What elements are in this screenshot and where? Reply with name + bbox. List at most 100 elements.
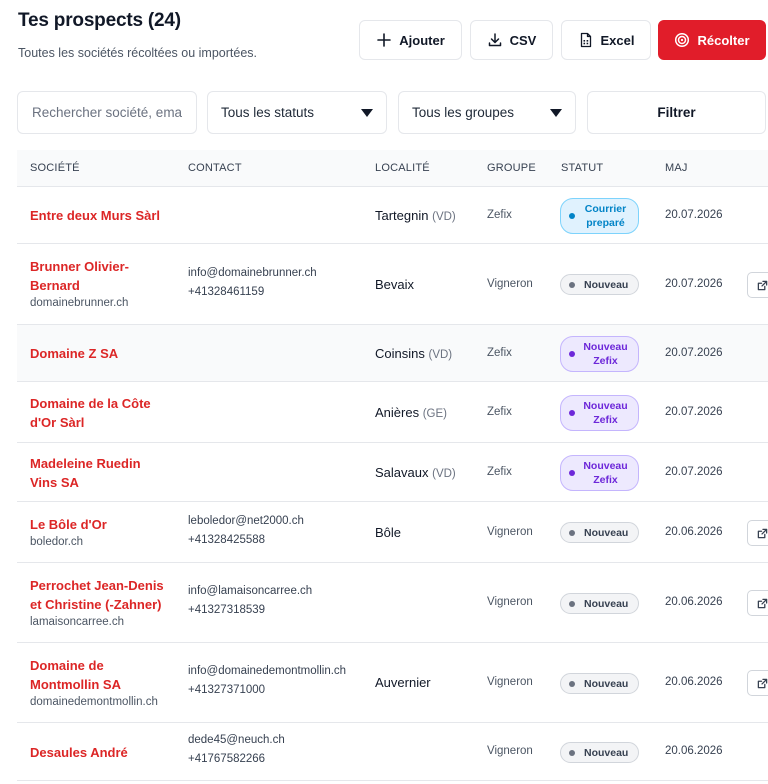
page-subtitle: Toutes les sociétés récoltées ou importé… — [18, 46, 258, 60]
company-name-link[interactable]: Madeleine Ruedin Vins SA — [30, 454, 180, 492]
open-external-button[interactable] — [747, 272, 768, 298]
company-name-line: d'Or Sàrl — [30, 415, 85, 430]
filter-button[interactable]: Filtrer — [587, 91, 766, 134]
status-select-value: Tous les statuts — [221, 105, 315, 120]
column-header-updated[interactable]: MAJ — [665, 162, 688, 174]
table-row[interactable]: Desaules André dede45@neuch.ch +4176758226… — [17, 723, 768, 781]
column-header-status[interactable]: STATUT — [561, 162, 604, 174]
column-header-locality[interactable]: LOCALITÉ — [375, 162, 430, 174]
company-name-link[interactable]: Domaine de la Côte d'Or Sàrl — [30, 394, 180, 432]
group-cell: Vigneron — [487, 745, 533, 757]
locality-cell: Anières (GE) — [375, 405, 447, 420]
status-badge: Nouveau — [560, 742, 639, 763]
group-select[interactable]: Tous les groupes — [398, 91, 576, 134]
csv-export-button[interactable]: CSV — [470, 20, 553, 60]
group-cell: Vigneron — [487, 596, 533, 608]
group-cell: Zefix — [487, 209, 512, 221]
table-row[interactable]: Brunner Olivier- Bernard domainebrunner.ch… — [17, 244, 768, 325]
harvest-button[interactable]: Récolter — [658, 20, 766, 60]
updated-date: 20.07.2026 — [665, 347, 723, 359]
group-cell: Vigneron — [487, 676, 533, 688]
status-badge: Nouveau Zefix — [560, 455, 639, 491]
company-name-line: Le Bôle d'Or — [30, 517, 107, 532]
company-name-line: Perrochet Jean-Denis — [30, 578, 164, 593]
status-label-line: Courrier — [584, 203, 627, 215]
download-icon — [488, 33, 501, 47]
company-name-line: Madeleine Ruedin — [30, 456, 141, 471]
status-label-line: Nouveau — [583, 341, 628, 353]
contact-phone: +41767582266 — [188, 753, 266, 765]
status-badge: Nouveau — [560, 593, 639, 614]
table-row[interactable]: Entre deux Murs Sàrl Tartegnin (VD) Zefix C… — [17, 187, 768, 244]
table-row[interactable]: Domaine de Montmollin SA domainedemontmoll… — [17, 643, 768, 723]
search-input[interactable] — [17, 91, 197, 134]
status-label: Nouveau — [584, 278, 629, 291]
column-header-company[interactable]: SOCIÉTÉ — [30, 162, 80, 174]
locality-cell: Auvernier — [375, 675, 431, 690]
company-name-link[interactable]: Domaine de Montmollin SA — [30, 656, 180, 694]
csv-button-label: CSV — [509, 32, 537, 48]
company-name-link[interactable]: Le Bôle d'Or — [30, 515, 180, 534]
status-label: Nouveau Zefix — [581, 459, 630, 487]
company-name-line: Desaules André — [30, 745, 128, 760]
company-name-link[interactable]: Domaine Z SA — [30, 344, 180, 363]
company-name-link[interactable]: Entre deux Murs Sàrl — [30, 206, 180, 225]
contact-email: info@domainedemontmollin.ch — [188, 665, 347, 677]
locality-canton: (GE) — [422, 408, 447, 420]
company-website: boledor.ch — [30, 536, 84, 548]
table-row[interactable]: Le Bôle d'Or boledor.ch leboledor@net2000.… — [17, 502, 768, 563]
company-name-link[interactable]: Perrochet Jean-Denis et Christine (-Zahne… — [30, 576, 180, 614]
company-cell: Domaine Z SA — [30, 344, 180, 363]
status-badge: Nouveau — [560, 274, 639, 295]
status-badge: Nouveau Zefix — [560, 336, 639, 372]
column-header-contact[interactable]: CONTACT — [188, 162, 242, 174]
status-dot — [569, 749, 575, 756]
updated-date: 20.07.2026 — [665, 466, 723, 478]
open-external-button[interactable] — [747, 520, 768, 546]
table-row[interactable]: Perrochet Jean-Denis et Christine (-Zahne… — [17, 563, 768, 643]
locality-canton: (VD) — [428, 349, 453, 361]
locality-cell: Bevaix — [375, 277, 414, 292]
updated-date: 20.06.2026 — [665, 596, 723, 608]
company-name-link[interactable]: Desaules André — [30, 743, 180, 762]
open-external-button[interactable] — [747, 670, 768, 696]
page-header: Tes prospects (24) Toutes les sociétés r… — [18, 10, 257, 60]
table-row[interactable]: Domaine de la Côte d'Or Sàrl Anières (GE) Z… — [17, 382, 768, 443]
open-external-button[interactable] — [747, 590, 768, 616]
caret-down-icon — [361, 108, 373, 117]
locality-city: Tartegnin — [375, 208, 429, 223]
locality-cell: Tartegnin (VD) — [375, 208, 456, 223]
open-external-icon — [757, 528, 768, 538]
locality-city: Bevaix — [375, 277, 415, 292]
contact-email: info@lamaisoncarree.ch — [188, 585, 313, 597]
add-button[interactable]: Ajouter — [359, 20, 462, 60]
company-name-line: Vins SA — [30, 475, 79, 490]
locality-canton: (VD) — [432, 211, 456, 223]
status-label: Nouveau — [584, 526, 629, 539]
table-header: SOCIÉTÉ CONTACT LOCALITÉ GROUPE STATUT M… — [17, 150, 768, 187]
company-cell: Madeleine Ruedin Vins SA — [30, 454, 180, 492]
company-name-line: Entre deux Murs Sàrl — [30, 208, 161, 223]
column-header-group[interactable]: GROUPE — [487, 162, 536, 174]
status-label: Courrier preparé — [581, 202, 630, 230]
company-name-link[interactable]: Brunner Olivier- Bernard — [30, 257, 180, 295]
contact-email: dede45@neuch.ch — [188, 734, 285, 746]
company-cell: Brunner Olivier- Bernard domainebrunner.ch — [30, 257, 180, 309]
company-name-line: Brunner Olivier- — [30, 259, 129, 274]
company-cell: Domaine de la Côte d'Or Sàrl — [30, 394, 180, 432]
updated-date: 20.06.2026 — [665, 676, 723, 688]
filter-button-label: Filtrer — [657, 105, 696, 120]
status-select[interactable]: Tous les statuts — [207, 91, 387, 134]
prospects-table-body: Entre deux Murs Sàrl Tartegnin (VD) Zefix C… — [17, 187, 768, 781]
company-cell: Domaine de Montmollin SA domainedemontmoll… — [30, 656, 180, 708]
contact-cell: dede45@neuch.ch +41767582266 — [188, 731, 285, 769]
excel-export-button[interactable]: Excel — [561, 20, 651, 60]
status-badge: Courrier preparé — [560, 198, 639, 234]
locality-cell: Salavaux (VD) — [375, 465, 456, 480]
table-row[interactable]: Domaine Z SA Coinsins (VD) Zefix Nouveau Zef… — [17, 325, 768, 382]
contact-email: leboledor@net2000.ch — [188, 515, 304, 527]
page-title: Tes prospects (24) — [18, 10, 181, 31]
locality-city: Anières — [375, 405, 420, 420]
table-row[interactable]: Madeleine Ruedin Vins SA Salavaux (VD) Zefi… — [17, 443, 768, 502]
company-name-line: Domaine de la Côte — [30, 396, 151, 411]
